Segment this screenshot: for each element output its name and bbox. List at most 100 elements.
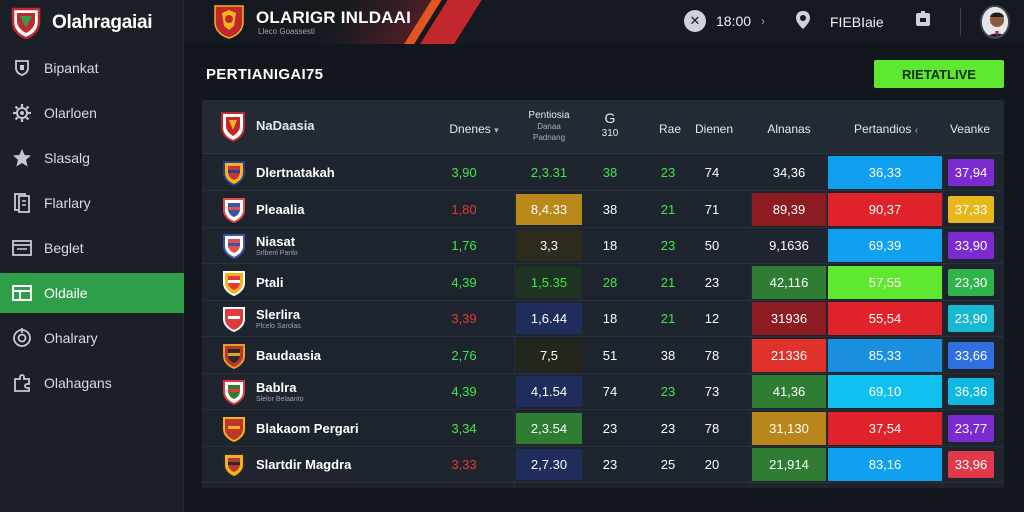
cell-c1: 4,39 bbox=[451, 274, 477, 290]
chevron-right-icon: › bbox=[761, 14, 766, 28]
cell-c5: 78 bbox=[704, 347, 720, 363]
cell-c8: 36,36 bbox=[948, 378, 994, 405]
sidebar-item-label: Slasalg bbox=[44, 150, 90, 166]
table-row[interactable]: Niasat Srlbenl Panlo 1,76 3,3 18 23 50 9,1636 69… bbox=[202, 228, 1004, 264]
sidebar-item-slasalg[interactable]: Slasalg bbox=[0, 138, 184, 178]
header-col8: Veanke bbox=[949, 122, 991, 136]
top-bar: OLARIGR INLDAAI Lleco Goassesti ✕ 18:00 … bbox=[184, 0, 1024, 44]
table-header: NaDaasia Dnenes ▾ Pentiosia Danaa Padnan… bbox=[202, 100, 1004, 154]
cell-c5: 23 bbox=[704, 274, 720, 290]
notifications-button[interactable] bbox=[914, 10, 932, 31]
clock-icon: ✕ bbox=[684, 10, 706, 32]
table-row[interactable]: Slartdir Magdra 3,33 2,7.30 23 25 20 21,914 83,… bbox=[202, 447, 1004, 483]
team-crest-icon bbox=[223, 161, 245, 186]
sidebar-item-olahagans[interactable]: Olahagans bbox=[0, 363, 184, 403]
team-name: Baudaasia bbox=[256, 347, 322, 363]
profile-label: FIEBIaie bbox=[830, 13, 884, 30]
header-col2-line: Padnang bbox=[532, 133, 566, 142]
cell-c1: 3,33 bbox=[451, 457, 477, 472]
header-col7-label: Pertandios bbox=[853, 122, 912, 136]
team-name: Pleaalia bbox=[256, 201, 305, 217]
cell-c4: 21 bbox=[660, 201, 676, 217]
table-row[interactable]: Baudaasia 2,76 7,5 51 38 78 21336 85,33 33,66 bbox=[202, 338, 1004, 374]
sidebar-item-bipankat[interactable]: Bipankat bbox=[0, 48, 184, 88]
team-name: Slerlira bbox=[256, 307, 301, 322]
cell-c8: 37,33 bbox=[948, 195, 994, 223]
cell-c3: 23 bbox=[602, 457, 618, 472]
cell-c4: 23 bbox=[660, 384, 676, 399]
gear-icon bbox=[12, 103, 32, 123]
cell-c4: 23 bbox=[660, 165, 676, 180]
cell-c2: 4,1.54 bbox=[516, 376, 582, 407]
clock-widget[interactable]: ✕ 18:00 › bbox=[684, 10, 765, 32]
team-crest-icon bbox=[223, 234, 245, 259]
header-col5: Dienen bbox=[694, 122, 734, 136]
header-col3-bottom: 310 bbox=[601, 128, 619, 139]
cell-c2: 1,5.35 bbox=[516, 266, 582, 298]
table-icon bbox=[12, 283, 32, 303]
table-row[interactable]: Pleaalia 1,80 8,4.33 38 21 71 89,39 90,37 37,33 bbox=[202, 192, 1004, 228]
team-crest-icon bbox=[223, 270, 245, 296]
team-crest-icon bbox=[223, 453, 245, 478]
brand[interactable]: Olahragaiai bbox=[10, 6, 153, 40]
team-cell: Dlertnatakah bbox=[256, 155, 335, 190]
cell-c1: 4,39 bbox=[451, 384, 477, 399]
table-body: Dlertnatakah 3,90 2,3.31 38 23 74 34,36 36,33 37… bbox=[202, 155, 1004, 488]
sidebar: Olahragaiai Bipankat Olarloen Slasalg Fl… bbox=[0, 0, 184, 512]
cell-c7: 57,55 bbox=[828, 265, 942, 299]
cell-c6: 42,116 bbox=[752, 265, 826, 299]
table-row[interactable]: Blakaom Pergari 3,34 2,3.54 23 23 78 31,130 37,… bbox=[202, 411, 1004, 447]
team-cell: Slerlira Plcelo Sarolas bbox=[256, 301, 301, 336]
team-subtitle: Plcelo Sarolas bbox=[256, 323, 301, 330]
avatar[interactable] bbox=[980, 5, 1010, 39]
table-row[interactable]: Ptali 4,39 1,5.35 28 21 23 42,116 57,55 23,30 bbox=[202, 265, 1004, 301]
location-widget[interactable]: FIEBIaie bbox=[794, 10, 884, 33]
table-row[interactable]: Bablra Slelor Belaanto 4,39 4,1.54 74 23 73 41,… bbox=[202, 374, 1004, 410]
header-col7[interactable]: Pertandios ‹ bbox=[826, 122, 946, 136]
cell-c6: 9,1636 bbox=[769, 238, 809, 253]
cell-c2: 8,4.33 bbox=[516, 193, 582, 225]
header-col6: Alnanas bbox=[767, 122, 811, 136]
cell-c3: 18 bbox=[602, 311, 618, 326]
team-name: Niasat bbox=[256, 234, 296, 249]
sidebar-item-label: Olarloen bbox=[44, 105, 97, 121]
sidebar-item-label: Bipankat bbox=[44, 60, 99, 76]
cell-c8: 33,96 bbox=[948, 451, 994, 478]
team-cell: Ptali bbox=[256, 265, 283, 300]
cell-c3: 51 bbox=[602, 347, 618, 363]
cell-c7: 55,54 bbox=[828, 302, 942, 335]
sidebar-item-flarlary[interactable]: Flarlary bbox=[0, 183, 184, 223]
cell-c8: 23,77 bbox=[948, 414, 994, 442]
team-cell: Niasat Srlbenl Panlo bbox=[256, 228, 298, 263]
table-row[interactable]: Slerlira Plcelo Sarolas 3,39 1,6.44 18 21 12 31… bbox=[202, 301, 1004, 337]
team-crest-icon bbox=[223, 307, 245, 332]
cell-c1: 3,39 bbox=[451, 311, 477, 326]
cell-c8: 23,30 bbox=[948, 268, 994, 296]
team-cell: Pleaalia bbox=[256, 192, 304, 227]
sidebar-item-olarloen[interactable]: Olarloen bbox=[0, 93, 184, 133]
clock-time: 18:00 bbox=[716, 13, 752, 29]
sidebar-item-oldaile[interactable]: Oldaile bbox=[0, 273, 184, 313]
cell-c5: 78 bbox=[704, 420, 720, 436]
standings-table: NaDaasia Dnenes ▾ Pentiosia Danaa Padnan… bbox=[202, 100, 1004, 488]
table-row[interactable]: Dlertnatakah 3,90 2,3.31 38 23 74 34,36 36,33 37… bbox=[202, 155, 1004, 191]
sidebar-nav: Bipankat Olarloen Slasalg Flarlary Begle… bbox=[0, 48, 184, 408]
header-col1[interactable]: Dnenes ▾ bbox=[434, 122, 514, 136]
header-col4: Rae bbox=[658, 122, 681, 136]
sidebar-item-label: Olahagans bbox=[44, 375, 112, 391]
shield-icon bbox=[12, 58, 32, 78]
cell-c3: 28 bbox=[602, 274, 618, 290]
header-col2-line: Pentiosia bbox=[528, 110, 570, 121]
team-crest-icon bbox=[223, 197, 245, 223]
team-name: Blakaom Pergari bbox=[256, 420, 359, 436]
cell-c7: 83,16 bbox=[828, 448, 942, 481]
sidebar-item-ohalrary[interactable]: Ohalrary bbox=[0, 318, 184, 358]
team-name: Ptali bbox=[256, 274, 284, 290]
header-col3: G 310 bbox=[590, 110, 630, 139]
cell-c6: 34,36 bbox=[772, 165, 806, 180]
sidebar-item-beglet[interactable]: Beglet bbox=[0, 228, 184, 268]
cell-c4: 23 bbox=[660, 420, 676, 436]
team-crest-icon bbox=[223, 416, 245, 442]
cell-c4: 38 bbox=[660, 347, 676, 363]
live-button[interactable]: RIETATLIVE bbox=[874, 60, 1004, 88]
